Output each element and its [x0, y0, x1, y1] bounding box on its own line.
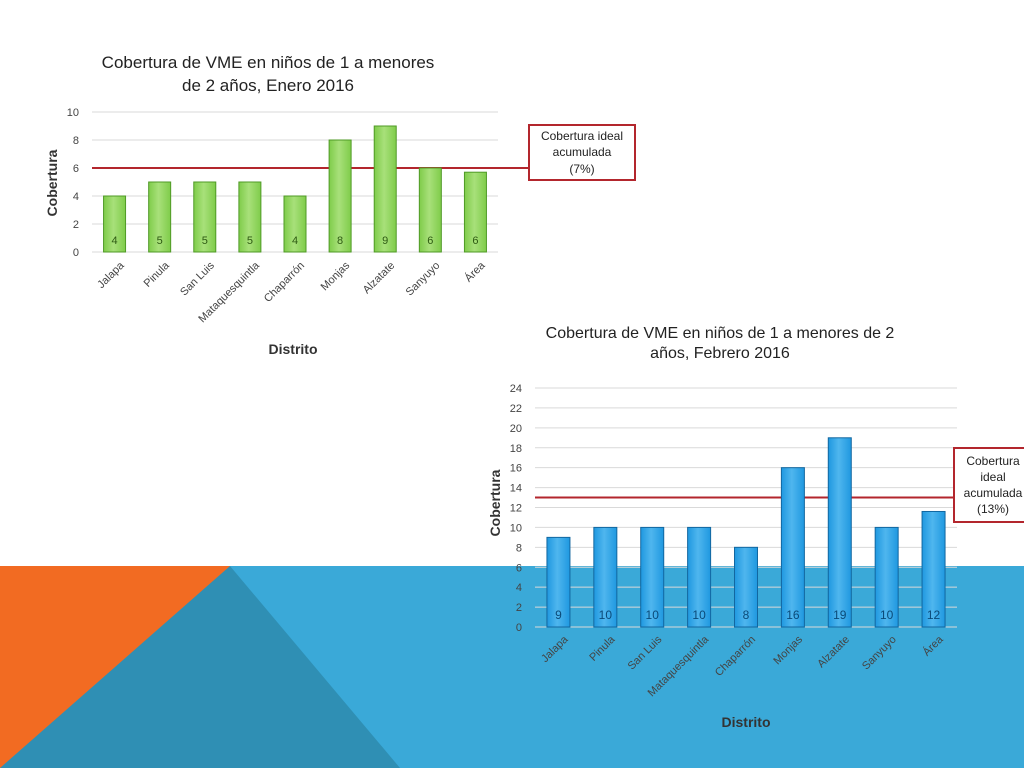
- y-tick-label: 10: [510, 522, 522, 534]
- bar: [193, 181, 217, 253]
- data-label: 10: [692, 608, 706, 622]
- chart-title-line2: de 2 años, Enero 2016: [182, 76, 354, 95]
- category-label: Chaparrón: [713, 634, 758, 679]
- y-tick-label: 6: [73, 163, 79, 175]
- y-tick-label: 10: [67, 107, 79, 119]
- bar: [463, 171, 487, 253]
- category-label: Sanyuyo: [860, 634, 899, 673]
- bar: [328, 139, 352, 253]
- data-label: 4: [292, 235, 298, 247]
- category-label: Jalapa: [539, 633, 571, 665]
- y-tick-label: 6: [516, 562, 522, 574]
- y-tick-label: 0: [516, 622, 522, 634]
- x-axis-title: Distrito: [269, 341, 318, 357]
- y-tick-label: 4: [516, 582, 522, 594]
- category-label: San Luis: [626, 633, 665, 672]
- chart-title-line1: Cobertura de VME en niños de 1 a menores…: [546, 325, 895, 342]
- data-label: 8: [743, 608, 750, 622]
- data-label: 12: [927, 608, 941, 622]
- category-label: Pinula: [587, 633, 618, 664]
- category-label: Monjas: [771, 633, 805, 667]
- data-label: 8: [337, 235, 343, 247]
- chart-title-line2: años, Febrero 2016: [650, 345, 790, 362]
- bar: [874, 526, 899, 628]
- y-tick-label: 16: [510, 463, 522, 475]
- bar: [148, 181, 172, 253]
- bar: [418, 167, 442, 253]
- data-label: 10: [646, 608, 660, 622]
- data-label: 6: [472, 235, 478, 247]
- data-label: 9: [555, 608, 562, 622]
- y-tick-label: 2: [73, 219, 79, 231]
- data-label: 10: [880, 608, 894, 622]
- chart-title-line1: Cobertura de VME en niños de 1 a menores: [102, 53, 435, 72]
- y-axis-title: Cobertura: [44, 149, 60, 216]
- y-tick-label: 12: [510, 503, 522, 515]
- bar: [238, 181, 262, 253]
- target-callout-text: Cobertura ideal acumulada (7%): [540, 129, 624, 176]
- bar: [283, 195, 307, 253]
- target-callout-febrero: Cobertura ideal acumulada (13%): [953, 447, 1024, 523]
- target-callout-enero: Cobertura ideal acumulada (7%): [528, 124, 636, 181]
- y-tick-label: 24: [510, 383, 522, 395]
- bar: [546, 536, 571, 628]
- y-tick-label: 0: [73, 247, 79, 259]
- target-callout-text: Cobertura ideal acumulada (13%): [963, 453, 1023, 517]
- category-label: Alzatate: [815, 634, 852, 671]
- data-label: 10: [599, 608, 613, 622]
- y-tick-label: 8: [516, 542, 522, 554]
- data-label: 9: [382, 235, 388, 247]
- bar: [827, 437, 852, 628]
- category-label: Área: [920, 632, 946, 658]
- data-label: 6: [427, 235, 433, 247]
- y-axis-title: Cobertura: [487, 469, 503, 536]
- data-label: 19: [833, 608, 847, 622]
- data-label: 16: [786, 608, 800, 622]
- data-label: 4: [111, 235, 117, 247]
- orange-triangle: [0, 566, 230, 768]
- bar: [640, 526, 665, 628]
- bar: [687, 526, 712, 628]
- bar: [780, 467, 805, 628]
- bar: [734, 546, 758, 628]
- bar: [593, 526, 618, 628]
- bar: [373, 125, 397, 253]
- y-tick-label: 4: [73, 191, 79, 203]
- data-label: 5: [157, 235, 163, 247]
- data-label: 5: [247, 235, 253, 247]
- y-tick-label: 22: [510, 403, 522, 415]
- y-tick-label: 18: [510, 443, 522, 455]
- y-tick-label: 2: [516, 602, 522, 614]
- bar: [921, 510, 946, 628]
- bar: [103, 195, 127, 253]
- y-tick-label: 20: [510, 423, 522, 435]
- y-tick-label: 14: [510, 483, 522, 495]
- x-axis-title: Distrito: [722, 714, 771, 730]
- data-label: 5: [202, 235, 208, 247]
- y-tick-label: 8: [73, 135, 79, 147]
